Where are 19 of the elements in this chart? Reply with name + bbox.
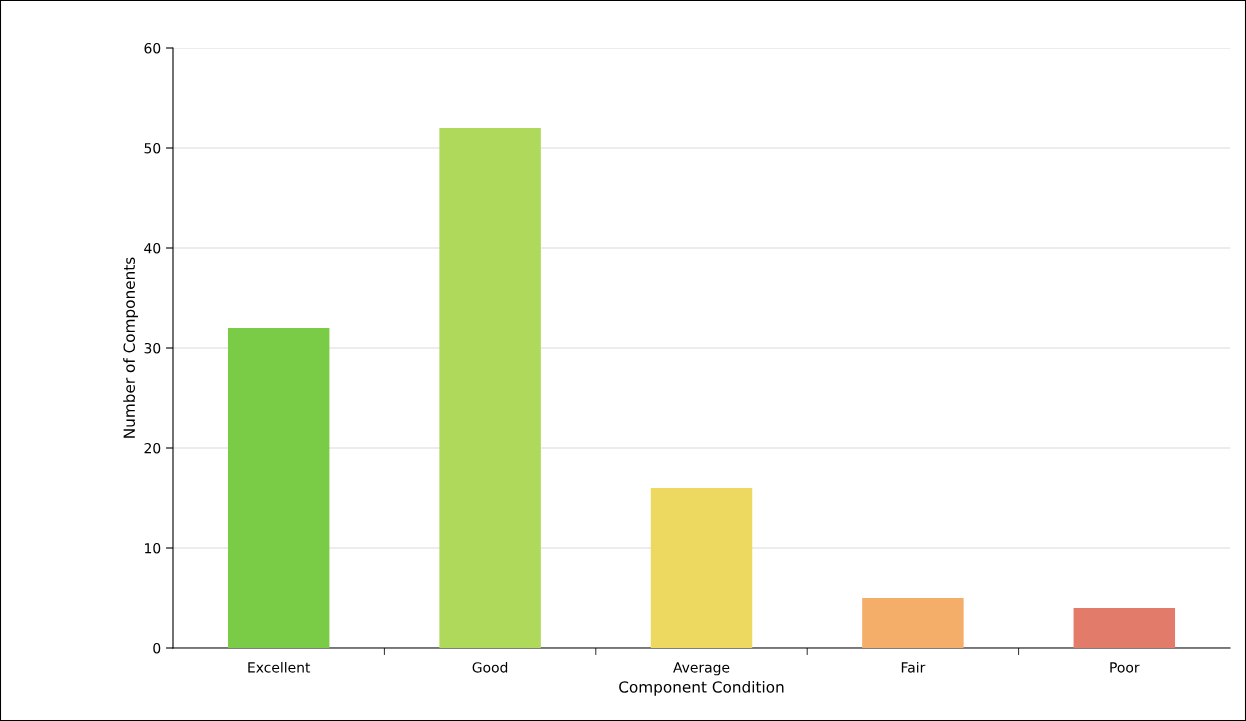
bar bbox=[650, 488, 753, 648]
bar bbox=[1073, 608, 1176, 648]
x-tick-label: Excellent bbox=[248, 661, 311, 673]
x-tick-label: Good bbox=[472, 661, 508, 673]
x-tick-label: Average bbox=[673, 662, 730, 676]
y-tick-label: 40 bbox=[144, 242, 161, 254]
y-tick-label: 30 bbox=[144, 342, 161, 354]
y-tick-label: 0 bbox=[153, 642, 161, 654]
y-tick-label: 20 bbox=[144, 442, 161, 454]
bar bbox=[862, 598, 964, 648]
bar bbox=[227, 328, 330, 648]
x-tick-label: Poor bbox=[1110, 662, 1140, 673]
x-axis-title: Component Condition bbox=[619, 680, 784, 696]
y-tick-label: 60 bbox=[144, 42, 161, 54]
x-tick-label: Fair bbox=[901, 661, 926, 673]
y-tick-label: 50 bbox=[144, 142, 161, 154]
y-axis-title: Number of Components bbox=[123, 257, 138, 438]
y-tick-label: 10 bbox=[145, 542, 161, 554]
bar bbox=[439, 128, 541, 648]
